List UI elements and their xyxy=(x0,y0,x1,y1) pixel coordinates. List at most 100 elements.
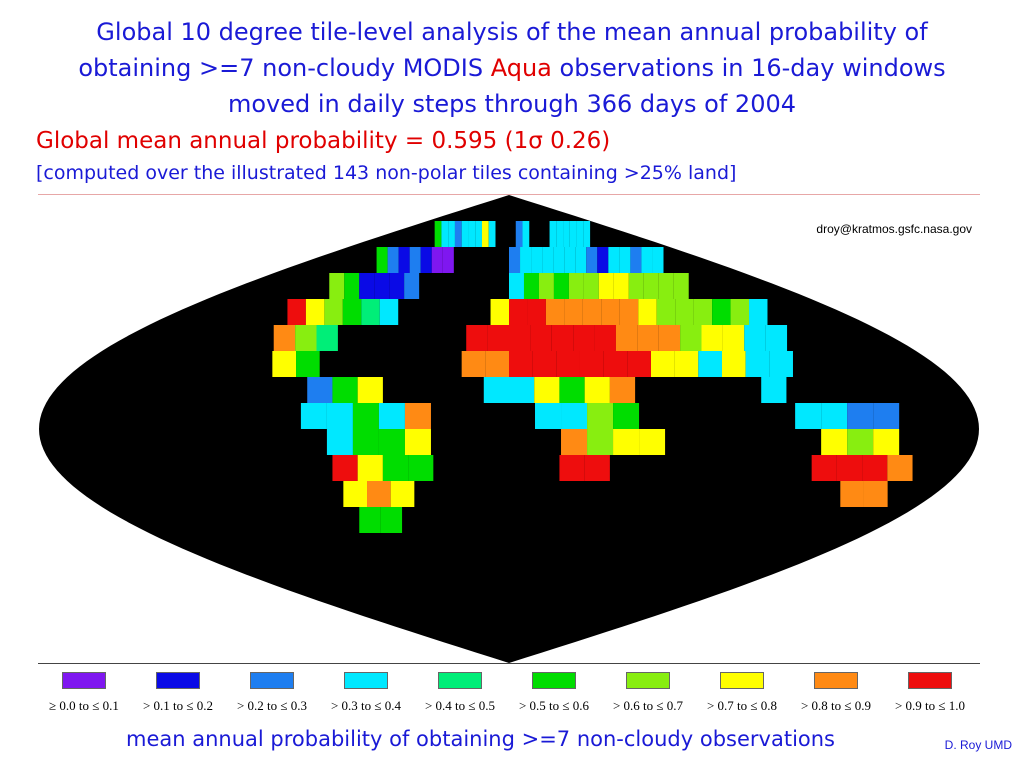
map-tile xyxy=(488,221,496,247)
map-tile xyxy=(404,403,431,429)
map-tile xyxy=(641,247,653,273)
map-tile xyxy=(619,247,631,273)
map-tile xyxy=(587,429,614,455)
map-tile xyxy=(561,403,588,429)
map-tile xyxy=(603,351,628,377)
header-divider xyxy=(38,194,980,195)
map-tile xyxy=(615,325,638,351)
map-tile xyxy=(630,247,642,273)
map-tile xyxy=(361,299,380,325)
map-tile xyxy=(564,299,583,325)
legend-swatch xyxy=(532,672,576,689)
map-tile xyxy=(378,429,405,455)
map-tile xyxy=(515,221,523,247)
map-tile xyxy=(404,429,431,455)
map-tile xyxy=(357,455,383,481)
map-tile xyxy=(673,273,689,299)
map-tile xyxy=(454,221,462,247)
map-tile xyxy=(359,507,381,533)
map-tile xyxy=(675,299,694,325)
map-tile xyxy=(332,455,358,481)
legend-swatch xyxy=(62,672,106,689)
tile-grid xyxy=(272,221,913,533)
map-tile xyxy=(398,247,410,273)
legend-swatch xyxy=(156,672,200,689)
map-tile xyxy=(431,247,443,273)
map-tile xyxy=(352,403,379,429)
map-tile xyxy=(542,247,554,273)
map-tile xyxy=(863,481,888,507)
map-tile xyxy=(637,325,659,351)
map-tile xyxy=(374,273,390,299)
map-tile xyxy=(307,377,333,403)
title-line-1: Global 10 degree tile-level analysis of … xyxy=(96,18,928,46)
legend-label: > 0.6 to ≤ 0.7 xyxy=(612,698,684,713)
map-tile xyxy=(527,299,546,325)
map-tile xyxy=(509,273,524,299)
map-tile xyxy=(701,325,723,351)
map-tile xyxy=(584,455,610,481)
map-tile xyxy=(597,247,609,273)
map-tile xyxy=(530,325,552,351)
map-tile xyxy=(744,325,766,351)
map-tile xyxy=(387,247,399,273)
legend-swatch xyxy=(908,672,952,689)
map-tile xyxy=(332,377,358,403)
map-tile xyxy=(658,273,674,299)
author-credit: D. Roy UMD xyxy=(944,738,1012,752)
legend-label: > 0.2 to ≤ 0.3 xyxy=(236,698,308,713)
legend-label: > 0.1 to ≤ 0.2 xyxy=(142,698,214,713)
map-tile xyxy=(847,429,874,455)
map-tile xyxy=(461,351,486,377)
map-tile xyxy=(367,481,391,507)
map-tile xyxy=(619,299,639,325)
map-tile xyxy=(584,377,610,403)
map-tile xyxy=(379,299,399,325)
map-tile xyxy=(357,377,383,403)
map-tile xyxy=(382,455,409,481)
map-tile xyxy=(551,325,574,351)
title-line-2-pre: obtaining >=7 non-cloudy MODIS xyxy=(78,54,491,82)
map-tile xyxy=(765,325,788,351)
map-tile xyxy=(559,377,585,403)
map-tile xyxy=(342,299,362,325)
map-tile xyxy=(811,455,837,481)
legend-swatch xyxy=(626,672,670,689)
map-tile xyxy=(576,221,584,247)
map-tile xyxy=(509,299,528,325)
map-tile xyxy=(556,351,580,377)
map-tile xyxy=(520,247,532,273)
map-tile xyxy=(300,403,327,429)
map-tile xyxy=(409,247,421,273)
map-tile xyxy=(390,481,415,507)
map-tile xyxy=(329,273,345,299)
map-tile xyxy=(559,455,585,481)
title-line-2-post: observations in 16-day windows xyxy=(551,54,946,82)
map-tile xyxy=(556,221,564,247)
legend-label: ≥ 0.0 to ≤ 0.1 xyxy=(49,698,119,713)
legend-swatch xyxy=(720,672,764,689)
map-tile xyxy=(305,299,325,325)
map-tile xyxy=(745,351,770,377)
map-tile xyxy=(730,299,750,325)
map-tile xyxy=(466,325,488,351)
legend-swatch xyxy=(438,672,482,689)
map-tile xyxy=(573,325,595,351)
map-title: Global 10 degree tile-level analysis of … xyxy=(20,14,1004,122)
map-tile xyxy=(326,403,353,429)
map-tile xyxy=(608,247,620,273)
map-tile xyxy=(359,273,375,299)
map-tile xyxy=(887,455,913,481)
map-tile xyxy=(698,351,722,377)
legend-label: > 0.3 to ≤ 0.4 xyxy=(330,698,402,713)
map-tile xyxy=(487,325,509,351)
map-tile xyxy=(272,351,297,377)
map-tile xyxy=(287,299,306,325)
map-tile xyxy=(579,351,604,377)
map-tile xyxy=(316,325,338,351)
map-tile xyxy=(522,221,530,247)
title-aqua-word: Aqua xyxy=(490,54,552,82)
map-tile xyxy=(628,273,644,299)
map-tile xyxy=(587,403,614,429)
title-line-2: obtaining >=7 non-cloudy MODIS Aqua obse… xyxy=(20,50,1004,86)
